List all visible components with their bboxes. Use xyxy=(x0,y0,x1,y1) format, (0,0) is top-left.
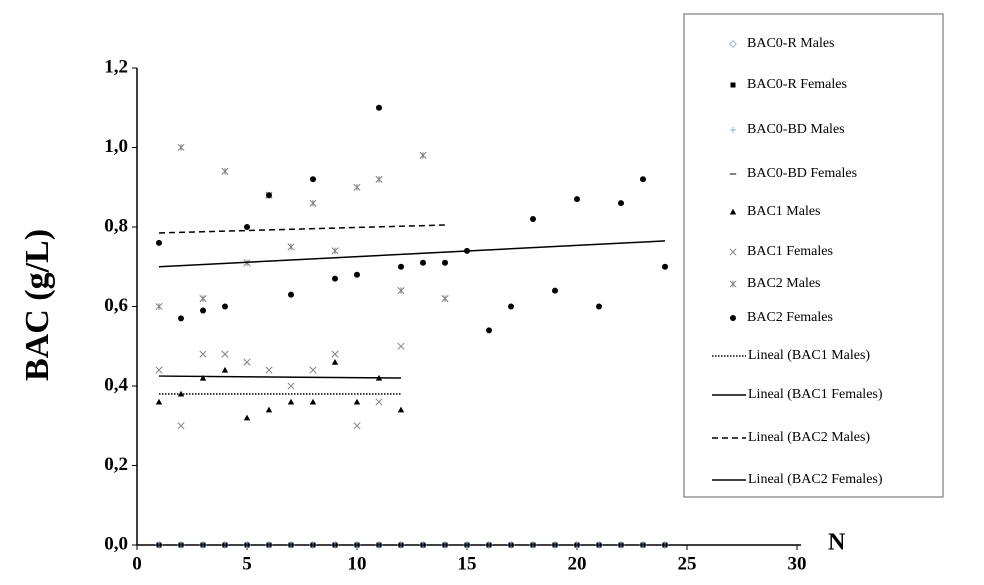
trend-line xyxy=(158,240,666,268)
legend-box xyxy=(683,13,944,498)
point xyxy=(640,176,646,183)
point xyxy=(265,366,273,374)
point xyxy=(353,398,361,405)
point xyxy=(419,151,427,160)
point xyxy=(398,263,404,270)
point xyxy=(354,271,360,278)
point xyxy=(155,302,163,311)
legend-marker xyxy=(729,280,737,288)
x-tick-label: 30 xyxy=(788,553,807,574)
point xyxy=(353,183,361,191)
point xyxy=(155,398,163,405)
point xyxy=(199,350,207,358)
point xyxy=(199,374,207,381)
y-tick-label: 0,6 xyxy=(104,295,128,316)
y-tick-label: 0,8 xyxy=(104,215,128,236)
legend-label: Lineal (BAC2 Females) xyxy=(748,472,883,487)
legend-label: BAC2 Males xyxy=(747,276,821,291)
point xyxy=(441,294,449,303)
point xyxy=(442,259,448,266)
point xyxy=(288,291,294,298)
point xyxy=(310,176,316,183)
point xyxy=(221,366,229,373)
point xyxy=(596,303,602,310)
point xyxy=(309,366,317,374)
trend-line xyxy=(158,224,446,234)
point xyxy=(375,398,383,406)
point xyxy=(222,303,228,310)
point xyxy=(618,200,624,207)
point xyxy=(353,422,361,430)
legend-label: BAC1 Females xyxy=(747,244,833,259)
x-tick-label: 20 xyxy=(568,553,587,574)
point xyxy=(178,315,184,322)
x-tick-label: 10 xyxy=(348,553,367,574)
legend-label: Lineal (BAC2 Males) xyxy=(748,430,870,445)
point xyxy=(530,216,536,223)
point xyxy=(243,414,251,421)
point xyxy=(221,350,229,358)
x-tick-label: 15 xyxy=(458,553,477,574)
y-tick-label: 0,0 xyxy=(104,533,128,554)
x-tick-label: 25 xyxy=(678,553,697,574)
legend-marker xyxy=(730,315,736,321)
y-tick-label: 1,0 xyxy=(104,136,128,157)
trend-line xyxy=(158,375,402,379)
legend-label: Lineal (BAC1 Males) xyxy=(748,348,870,363)
point xyxy=(375,175,383,183)
point xyxy=(662,263,668,270)
x-tick-label: 5 xyxy=(242,553,252,574)
point xyxy=(243,358,251,366)
legend-marker xyxy=(729,40,737,48)
legend-marker xyxy=(729,126,737,134)
legend-label: Lineal (BAC1 Females) xyxy=(748,387,883,402)
legend-label: BAC0-R Males xyxy=(747,36,835,51)
point xyxy=(332,275,338,282)
y-tick-label: 0,4 xyxy=(104,374,128,395)
legend-label: BAC0-BD Females xyxy=(747,166,857,181)
point xyxy=(287,243,295,251)
point xyxy=(331,350,339,358)
point xyxy=(265,406,273,413)
y-tick-label: 1,2 xyxy=(104,56,128,77)
point xyxy=(287,382,295,390)
point xyxy=(199,294,207,303)
point xyxy=(156,239,162,246)
point xyxy=(266,192,272,199)
point xyxy=(244,224,250,230)
point xyxy=(420,259,426,266)
point xyxy=(552,287,558,294)
legend-marker xyxy=(729,208,737,215)
point xyxy=(397,406,405,413)
point xyxy=(177,422,185,430)
point xyxy=(397,342,405,350)
point xyxy=(574,196,580,203)
point xyxy=(508,303,514,310)
legend-label: BAC2 Females xyxy=(747,310,833,325)
point xyxy=(309,398,317,405)
point xyxy=(486,327,492,334)
legend-marker xyxy=(730,82,736,88)
x-tick-label: 0 xyxy=(132,553,142,574)
point xyxy=(397,287,405,295)
point xyxy=(287,398,295,405)
point xyxy=(376,104,382,111)
x-axis-label: N xyxy=(828,530,846,556)
point xyxy=(309,199,317,207)
point xyxy=(221,167,229,175)
legend-marker xyxy=(729,248,737,256)
legend-label: BAC0-BD Males xyxy=(747,122,845,137)
point xyxy=(331,358,339,365)
y-tick-label: 0,2 xyxy=(104,454,128,475)
point xyxy=(331,247,339,255)
y-axis-label: BAC (g/L) xyxy=(19,229,56,381)
point xyxy=(177,143,185,152)
legend-label: BAC1 Males xyxy=(747,204,821,219)
point xyxy=(200,307,206,314)
legend-label: BAC0-R Females xyxy=(747,77,847,92)
point xyxy=(155,366,163,374)
